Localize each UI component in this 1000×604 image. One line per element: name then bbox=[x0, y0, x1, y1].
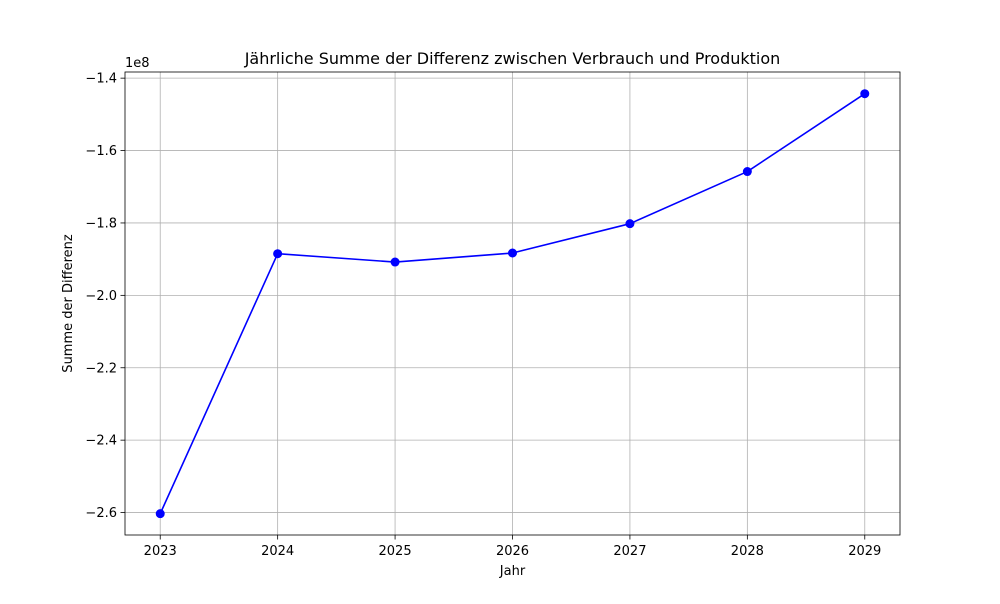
y-tick-label: −2.2 bbox=[85, 361, 117, 376]
tick-marks: 2023 2024 2025 2026 2027 2028 2029 −2.6 −2.4 −2.2… bbox=[85, 72, 881, 559]
y-axis-label: Summe der Differenz bbox=[61, 234, 76, 373]
y-tick-label: −2.4 bbox=[85, 434, 117, 449]
grid-lines bbox=[125, 72, 900, 535]
data-point bbox=[155, 509, 165, 519]
x-tick-label: 2027 bbox=[613, 544, 646, 559]
y-tick-label: −1.4 bbox=[85, 72, 117, 87]
y-tick-label: −2.6 bbox=[85, 506, 117, 521]
data-point bbox=[390, 257, 400, 267]
data-series bbox=[155, 89, 870, 519]
y-tick-label: −2.0 bbox=[85, 289, 117, 304]
data-point bbox=[625, 219, 635, 229]
y-tick-label: −1.6 bbox=[85, 144, 117, 159]
y-offset-label: 1e8 bbox=[125, 56, 150, 71]
x-tick-label: 2023 bbox=[144, 544, 177, 559]
x-tick-label: 2024 bbox=[261, 544, 294, 559]
x-axis-label: Jahr bbox=[499, 564, 526, 579]
data-point bbox=[742, 167, 752, 177]
chart-title: Jährliche Summe der Differenz zwischen V… bbox=[244, 49, 781, 68]
x-tick-label: 2028 bbox=[731, 544, 764, 559]
data-point bbox=[508, 248, 517, 258]
data-point bbox=[860, 89, 870, 99]
y-tick-label: −1.8 bbox=[85, 216, 117, 231]
data-point bbox=[273, 249, 283, 259]
x-tick-label: 2026 bbox=[496, 544, 529, 559]
x-tick-label: 2025 bbox=[379, 544, 412, 559]
x-tick-label: 2029 bbox=[848, 544, 881, 559]
